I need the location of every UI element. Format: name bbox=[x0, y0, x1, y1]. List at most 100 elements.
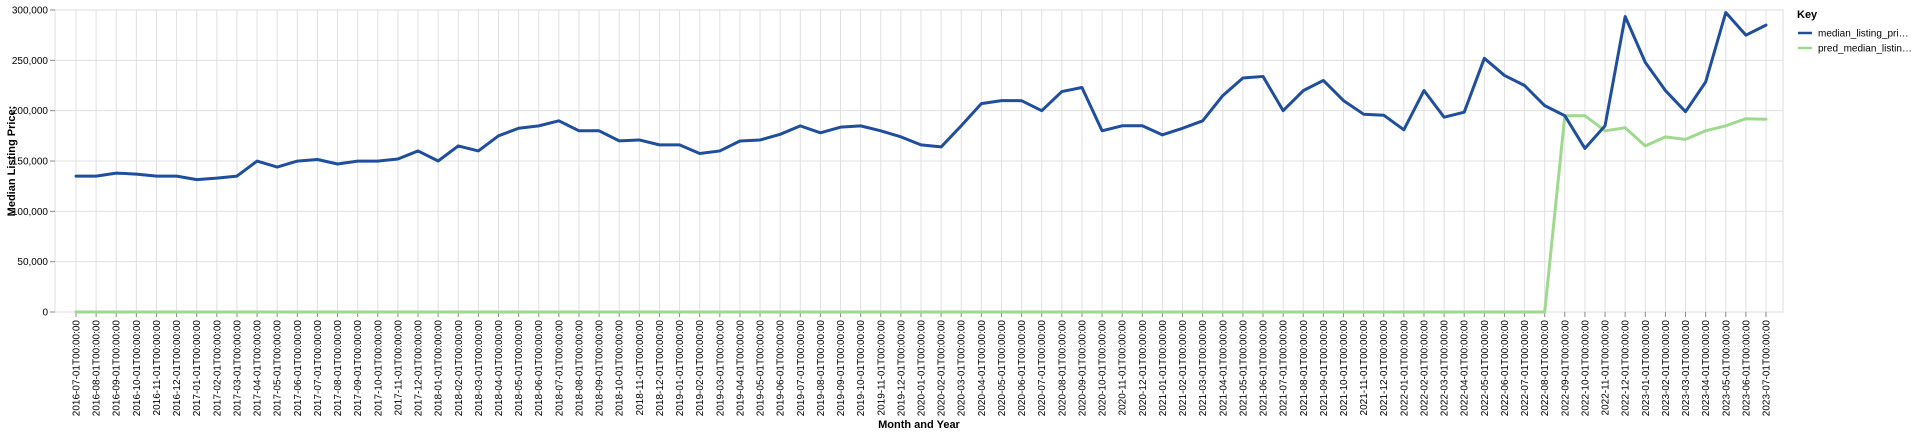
series-line bbox=[74, 114, 1768, 314]
x-tick-label: 2019-11-01T00:00:00 bbox=[876, 320, 887, 416]
x-tick-label: 2018-11-01T00:00:00 bbox=[635, 320, 646, 416]
y-tick-label: 150,000 bbox=[12, 157, 49, 168]
x-tick-label: 2022-03-01T00:00:00 bbox=[1440, 320, 1451, 417]
x-tick-label: 2019-10-01T00:00:00 bbox=[856, 320, 867, 417]
x-tick-label: 2017-01-01T00:00:00 bbox=[192, 320, 203, 417]
x-tick-label: 2023-01-01T00:00:00 bbox=[1641, 320, 1652, 417]
x-tick-label: 2017-07-01T00:00:00 bbox=[313, 320, 324, 417]
x-tick-label: 2020-05-01T00:00:00 bbox=[997, 320, 1008, 417]
x-tick-label: 2019-05-01T00:00:00 bbox=[756, 320, 767, 417]
y-axis-title: Median Listing Price: bbox=[6, 106, 18, 217]
x-tick-label: 2022-01-01T00:00:00 bbox=[1399, 320, 1410, 417]
x-tick-label: 2017-09-01T00:00:00 bbox=[353, 320, 364, 417]
x-tick-label: 2021-09-01T00:00:00 bbox=[1319, 320, 1330, 417]
x-tick-label: 2020-08-01T00:00:00 bbox=[1057, 320, 1068, 417]
x-tick-label: 2018-02-01T00:00:00 bbox=[454, 320, 465, 417]
x-tick-label: 2021-12-01T00:00:00 bbox=[1379, 320, 1390, 417]
x-tick-label: 2023-06-01T00:00:00 bbox=[1741, 320, 1752, 417]
x-tick-label: 2018-10-01T00:00:00 bbox=[615, 320, 626, 417]
y-tick-label: 250,000 bbox=[12, 56, 49, 67]
y-tick-label: 50,000 bbox=[17, 257, 48, 268]
legend-title: Key bbox=[1797, 9, 1818, 21]
x-tick-label: 2018-07-01T00:00:00 bbox=[554, 320, 565, 417]
x-tick-label: 2022-07-01T00:00:00 bbox=[1520, 320, 1531, 417]
x-tick-label: 2016-08-01T00:00:00 bbox=[92, 320, 103, 417]
x-tick-label: 2017-04-01T00:00:00 bbox=[253, 320, 264, 417]
x-tick-label: 2017-10-01T00:00:00 bbox=[373, 320, 384, 417]
x-tick-label: 2022-08-01T00:00:00 bbox=[1540, 320, 1551, 417]
x-tick-label: 2021-08-01T00:00:00 bbox=[1299, 320, 1310, 417]
x-tick-label: 2017-05-01T00:00:00 bbox=[273, 320, 284, 417]
series-lines bbox=[74, 11, 1768, 314]
x-tick-label: 2018-08-01T00:00:00 bbox=[574, 320, 585, 417]
x-tick-label: 2018-04-01T00:00:00 bbox=[494, 320, 505, 417]
x-tick-label: 2022-02-01T00:00:00 bbox=[1419, 320, 1430, 417]
x-tick-label: 2020-01-01T00:00:00 bbox=[917, 320, 928, 417]
x-tick-label: 2017-11-01T00:00:00 bbox=[393, 320, 404, 416]
x-tick-label: 2017-08-01T00:00:00 bbox=[333, 320, 344, 417]
x-tick-label: 2022-10-01T00:00:00 bbox=[1580, 320, 1591, 417]
legend-label: median_listing_pri… bbox=[1818, 29, 1909, 40]
x-tick-label: 2020-09-01T00:00:00 bbox=[1077, 320, 1088, 417]
y-tick-label: 0 bbox=[42, 308, 48, 319]
x-tick-label: 2023-04-01T00:00:00 bbox=[1701, 320, 1712, 417]
x-tick-label: 2018-03-01T00:00:00 bbox=[474, 320, 485, 417]
x-tick-label: 2021-06-01T00:00:00 bbox=[1259, 320, 1270, 417]
x-tick-label: 2019-09-01T00:00:00 bbox=[836, 320, 847, 417]
x-tick-label: 2022-05-01T00:00:00 bbox=[1480, 320, 1491, 417]
x-tick-label: 2017-03-01T00:00:00 bbox=[232, 320, 243, 417]
legend-label: pred_median_listin… bbox=[1818, 44, 1912, 55]
legend-items: median_listing_pri… pred_median_listin… bbox=[1798, 29, 1912, 55]
x-tick-label: 2021-03-01T00:00:00 bbox=[1198, 320, 1209, 417]
x-tick-label: 2020-03-01T00:00:00 bbox=[957, 320, 968, 417]
x-tick-label: 2022-12-01T00:00:00 bbox=[1621, 320, 1632, 417]
x-tick-label: 2023-07-01T00:00:00 bbox=[1762, 320, 1773, 417]
series-line bbox=[74, 11, 1768, 182]
x-tick-label: 2016-10-01T00:00:00 bbox=[132, 320, 143, 417]
x-tick-label: 2020-11-01T00:00:00 bbox=[1118, 320, 1129, 416]
legend: Key median_listing_pri… pred_median_listi… bbox=[1797, 9, 1912, 55]
x-tick-label: 2016-12-01T00:00:00 bbox=[172, 320, 183, 417]
x-tick-label: 2021-04-01T00:00:00 bbox=[1218, 320, 1229, 417]
x-tick-label: 2022-04-01T00:00:00 bbox=[1460, 320, 1471, 417]
x-tick-label: 2022-06-01T00:00:00 bbox=[1500, 320, 1511, 417]
x-tick-label: 2020-04-01T00:00:00 bbox=[977, 320, 988, 417]
x-tick-label: 2020-10-01T00:00:00 bbox=[1098, 320, 1109, 417]
y-tick-label: 200,000 bbox=[12, 106, 49, 117]
x-tick-label: 2021-05-01T00:00:00 bbox=[1238, 320, 1249, 417]
x-tick-label: 2019-07-01T00:00:00 bbox=[796, 320, 807, 417]
x-tick-label: 2017-12-01T00:00:00 bbox=[414, 320, 425, 417]
x-tick-label: 2017-02-01T00:00:00 bbox=[212, 320, 223, 417]
x-axis-title: Month and Year bbox=[878, 419, 960, 431]
x-tick-label: 2018-01-01T00:00:00 bbox=[434, 320, 445, 417]
x-tick-label: 2020-06-01T00:00:00 bbox=[1017, 320, 1028, 417]
y-tick-label: 300,000 bbox=[12, 6, 49, 17]
x-tick-label: 2023-02-01T00:00:00 bbox=[1661, 320, 1672, 417]
x-tick-label: 2017-06-01T00:00:00 bbox=[293, 320, 304, 417]
x-tick-label: 2018-06-01T00:00:00 bbox=[534, 320, 545, 417]
x-tick-label: 2018-05-01T00:00:00 bbox=[514, 320, 525, 417]
x-tick-label: 2021-10-01T00:00:00 bbox=[1339, 320, 1350, 417]
x-tick-label: 2019-03-01T00:00:00 bbox=[715, 320, 726, 417]
x-tick-label: 2016-07-01T00:00:00 bbox=[72, 320, 83, 417]
x-tick-label: 2021-01-01T00:00:00 bbox=[1158, 320, 1169, 417]
gridlines bbox=[54, 9, 1784, 313]
x-tick-label: 2016-09-01T00:00:00 bbox=[112, 320, 123, 417]
x-tick-label: 2019-08-01T00:00:00 bbox=[816, 320, 827, 417]
x-tick-label: 2019-12-01T00:00:00 bbox=[896, 320, 907, 417]
x-tick-label: 2019-01-01T00:00:00 bbox=[675, 320, 686, 417]
x-tick-label: 2019-02-01T00:00:00 bbox=[695, 320, 706, 417]
x-tick-label: 2018-09-01T00:00:00 bbox=[595, 320, 606, 417]
x-tick-label: 2021-11-01T00:00:00 bbox=[1359, 320, 1370, 416]
x-tick-label: 2021-02-01T00:00:00 bbox=[1178, 320, 1189, 417]
x-tick-label: 2019-04-01T00:00:00 bbox=[735, 320, 746, 417]
x-tick-label: 2020-12-01T00:00:00 bbox=[1138, 320, 1149, 417]
x-tick-label: 2020-02-01T00:00:00 bbox=[937, 320, 948, 417]
x-tick-label: 2023-05-01T00:00:00 bbox=[1721, 320, 1732, 417]
x-tick-label: 2016-11-01T00:00:00 bbox=[152, 320, 163, 416]
x-tick-label: 2018-12-01T00:00:00 bbox=[655, 320, 666, 417]
x-tick-label: 2021-07-01T00:00:00 bbox=[1279, 320, 1290, 417]
y-tick-label: 100,000 bbox=[12, 207, 49, 218]
